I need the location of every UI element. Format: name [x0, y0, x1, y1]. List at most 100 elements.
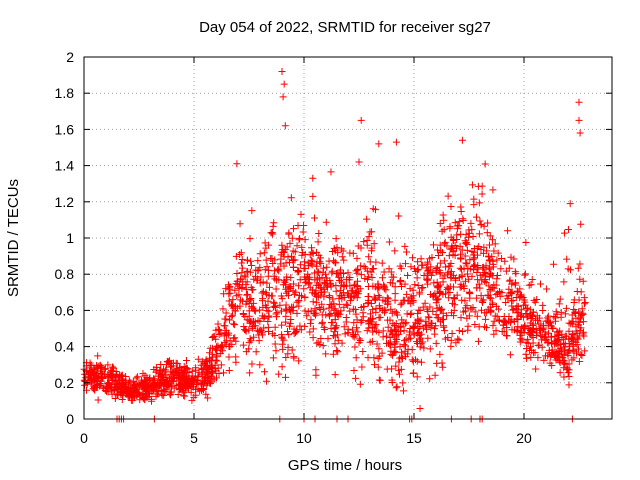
data-point: [417, 330, 425, 338]
data-point: [532, 316, 540, 324]
data-point: [117, 387, 125, 395]
data-point: [424, 313, 432, 321]
data-point: [462, 277, 470, 285]
data-point: [268, 292, 276, 300]
data-point: [311, 309, 319, 317]
data-point: [262, 290, 270, 298]
data-point: [535, 320, 543, 328]
data-point: [227, 313, 235, 321]
data-point: [441, 290, 449, 298]
data-point: [307, 244, 315, 252]
data-point: [293, 242, 301, 250]
data-point: [303, 312, 311, 320]
data-point: [533, 312, 541, 320]
data-point: [439, 248, 447, 256]
data-point: [205, 373, 213, 381]
data-point: [536, 280, 544, 288]
data-point: [511, 281, 519, 289]
data-point: [290, 330, 298, 338]
data-point: [260, 314, 268, 322]
data-point: [332, 235, 340, 243]
data-point: [539, 326, 547, 334]
data-point: [219, 305, 227, 313]
data-point: [482, 269, 490, 277]
data-point: [232, 358, 240, 366]
data-point: [463, 246, 471, 254]
data-point: [477, 292, 485, 300]
y-tick-label: 0.8: [55, 266, 75, 282]
data-point: [383, 294, 391, 302]
data-point: [373, 340, 381, 348]
data-point: [458, 296, 466, 304]
data-point: [575, 98, 583, 106]
data-point: [345, 276, 353, 284]
data-point: [261, 266, 269, 274]
data-point: [354, 242, 362, 250]
data-point: [367, 247, 375, 255]
data-point: [407, 263, 415, 271]
data-point: [287, 194, 295, 202]
data-point: [352, 310, 360, 318]
data-point: [329, 295, 337, 303]
data-point: [386, 334, 394, 342]
data-point: [332, 282, 340, 290]
data-point: [426, 255, 434, 263]
data-point: [478, 190, 486, 198]
data-point: [126, 393, 134, 401]
data-point: [554, 328, 562, 336]
data-point: [322, 218, 330, 226]
data-point: [233, 269, 241, 277]
data-point: [301, 236, 309, 244]
y-tick-label: 1.4: [55, 158, 75, 174]
data-point: [457, 255, 465, 263]
data-point: [290, 263, 298, 271]
data-point: [551, 352, 559, 360]
data-point: [143, 373, 151, 381]
data-point: [193, 379, 201, 387]
data-point: [473, 268, 481, 276]
data-point: [239, 341, 247, 349]
data-point: [167, 388, 175, 396]
data-point: [423, 276, 431, 284]
data-point: [523, 344, 531, 352]
data-point: [396, 343, 404, 351]
data-point: [476, 217, 484, 225]
data-point: [513, 326, 521, 334]
data-point: [353, 254, 361, 262]
data-point: [157, 386, 165, 394]
data-point: [262, 289, 270, 297]
data-point: [436, 307, 444, 315]
data-point: [333, 346, 341, 354]
data-point: [426, 345, 434, 353]
data-point: [152, 363, 160, 371]
data-point: [358, 317, 366, 325]
data-point: [332, 259, 340, 267]
data-point: [86, 359, 94, 367]
data-point: [284, 343, 292, 351]
data-point: [271, 302, 279, 310]
data-point: [357, 116, 365, 124]
data-point: [167, 359, 175, 367]
data-point: [475, 199, 483, 207]
data-point: [433, 246, 441, 254]
data-point: [226, 316, 234, 324]
data-point: [400, 327, 408, 335]
data-point: [398, 316, 406, 324]
data-point: [397, 365, 405, 373]
data-point: [349, 305, 357, 313]
data-point: [269, 230, 277, 238]
data-point: [399, 387, 407, 395]
data-point: [432, 339, 440, 347]
data-point: [295, 282, 303, 290]
data-point: [560, 229, 568, 237]
data-point: [500, 328, 508, 336]
data-point: [248, 207, 256, 215]
data-point: [340, 323, 348, 331]
data-point: [111, 386, 119, 394]
data-point: [436, 350, 444, 358]
data-point: [551, 332, 559, 340]
data-point: [225, 290, 233, 298]
data-point: [556, 369, 564, 377]
data-point: [567, 320, 575, 328]
data-point: [262, 244, 270, 252]
